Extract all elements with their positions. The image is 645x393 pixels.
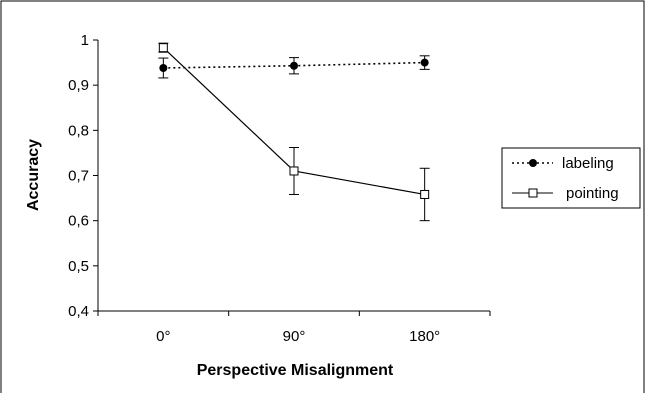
legend-box xyxy=(501,147,641,209)
legend-pointing-label: pointing xyxy=(566,185,619,202)
y-tick-label: 0,4 xyxy=(68,303,89,320)
legend-labeling-marker xyxy=(529,159,537,167)
data-point-labeling xyxy=(290,61,298,70)
y-tick-label: 0,7 xyxy=(68,168,89,185)
legend-labeling-label: labeling xyxy=(562,155,614,172)
y-tick-label: 1 xyxy=(81,32,89,49)
legend-item-pointing: pointing xyxy=(512,185,619,202)
series-layer xyxy=(158,42,430,222)
x-axis-title: Perspective Misalignment xyxy=(197,362,394,379)
data-point-pointing xyxy=(420,189,430,199)
legend-item-labeling: labeling xyxy=(512,155,614,172)
y-axis-ticks: 0,4 0,5 0,6 0,7 0,8 0,9 1 xyxy=(68,32,98,320)
x-tick-label: 90° xyxy=(283,328,306,345)
y-axis-title: Accuracy xyxy=(25,139,42,211)
data-point-pointing xyxy=(289,166,299,176)
legend-pointing-marker xyxy=(528,188,538,198)
data-point-labeling xyxy=(420,58,429,67)
x-axis-ticks: 0° 90° 180° xyxy=(97,311,491,345)
y-tick-label: 0,6 xyxy=(68,213,89,230)
y-tick-label: 0,5 xyxy=(68,258,89,275)
y-tick-label: 0,9 xyxy=(68,77,89,94)
y-tick-label: 0,8 xyxy=(68,122,89,139)
data-point-labeling xyxy=(159,64,168,73)
x-tick-label: 180° xyxy=(409,328,440,345)
legend: labeling pointing xyxy=(501,147,641,209)
x-tick-label: 0° xyxy=(156,328,170,345)
data-point-pointing xyxy=(158,43,168,53)
